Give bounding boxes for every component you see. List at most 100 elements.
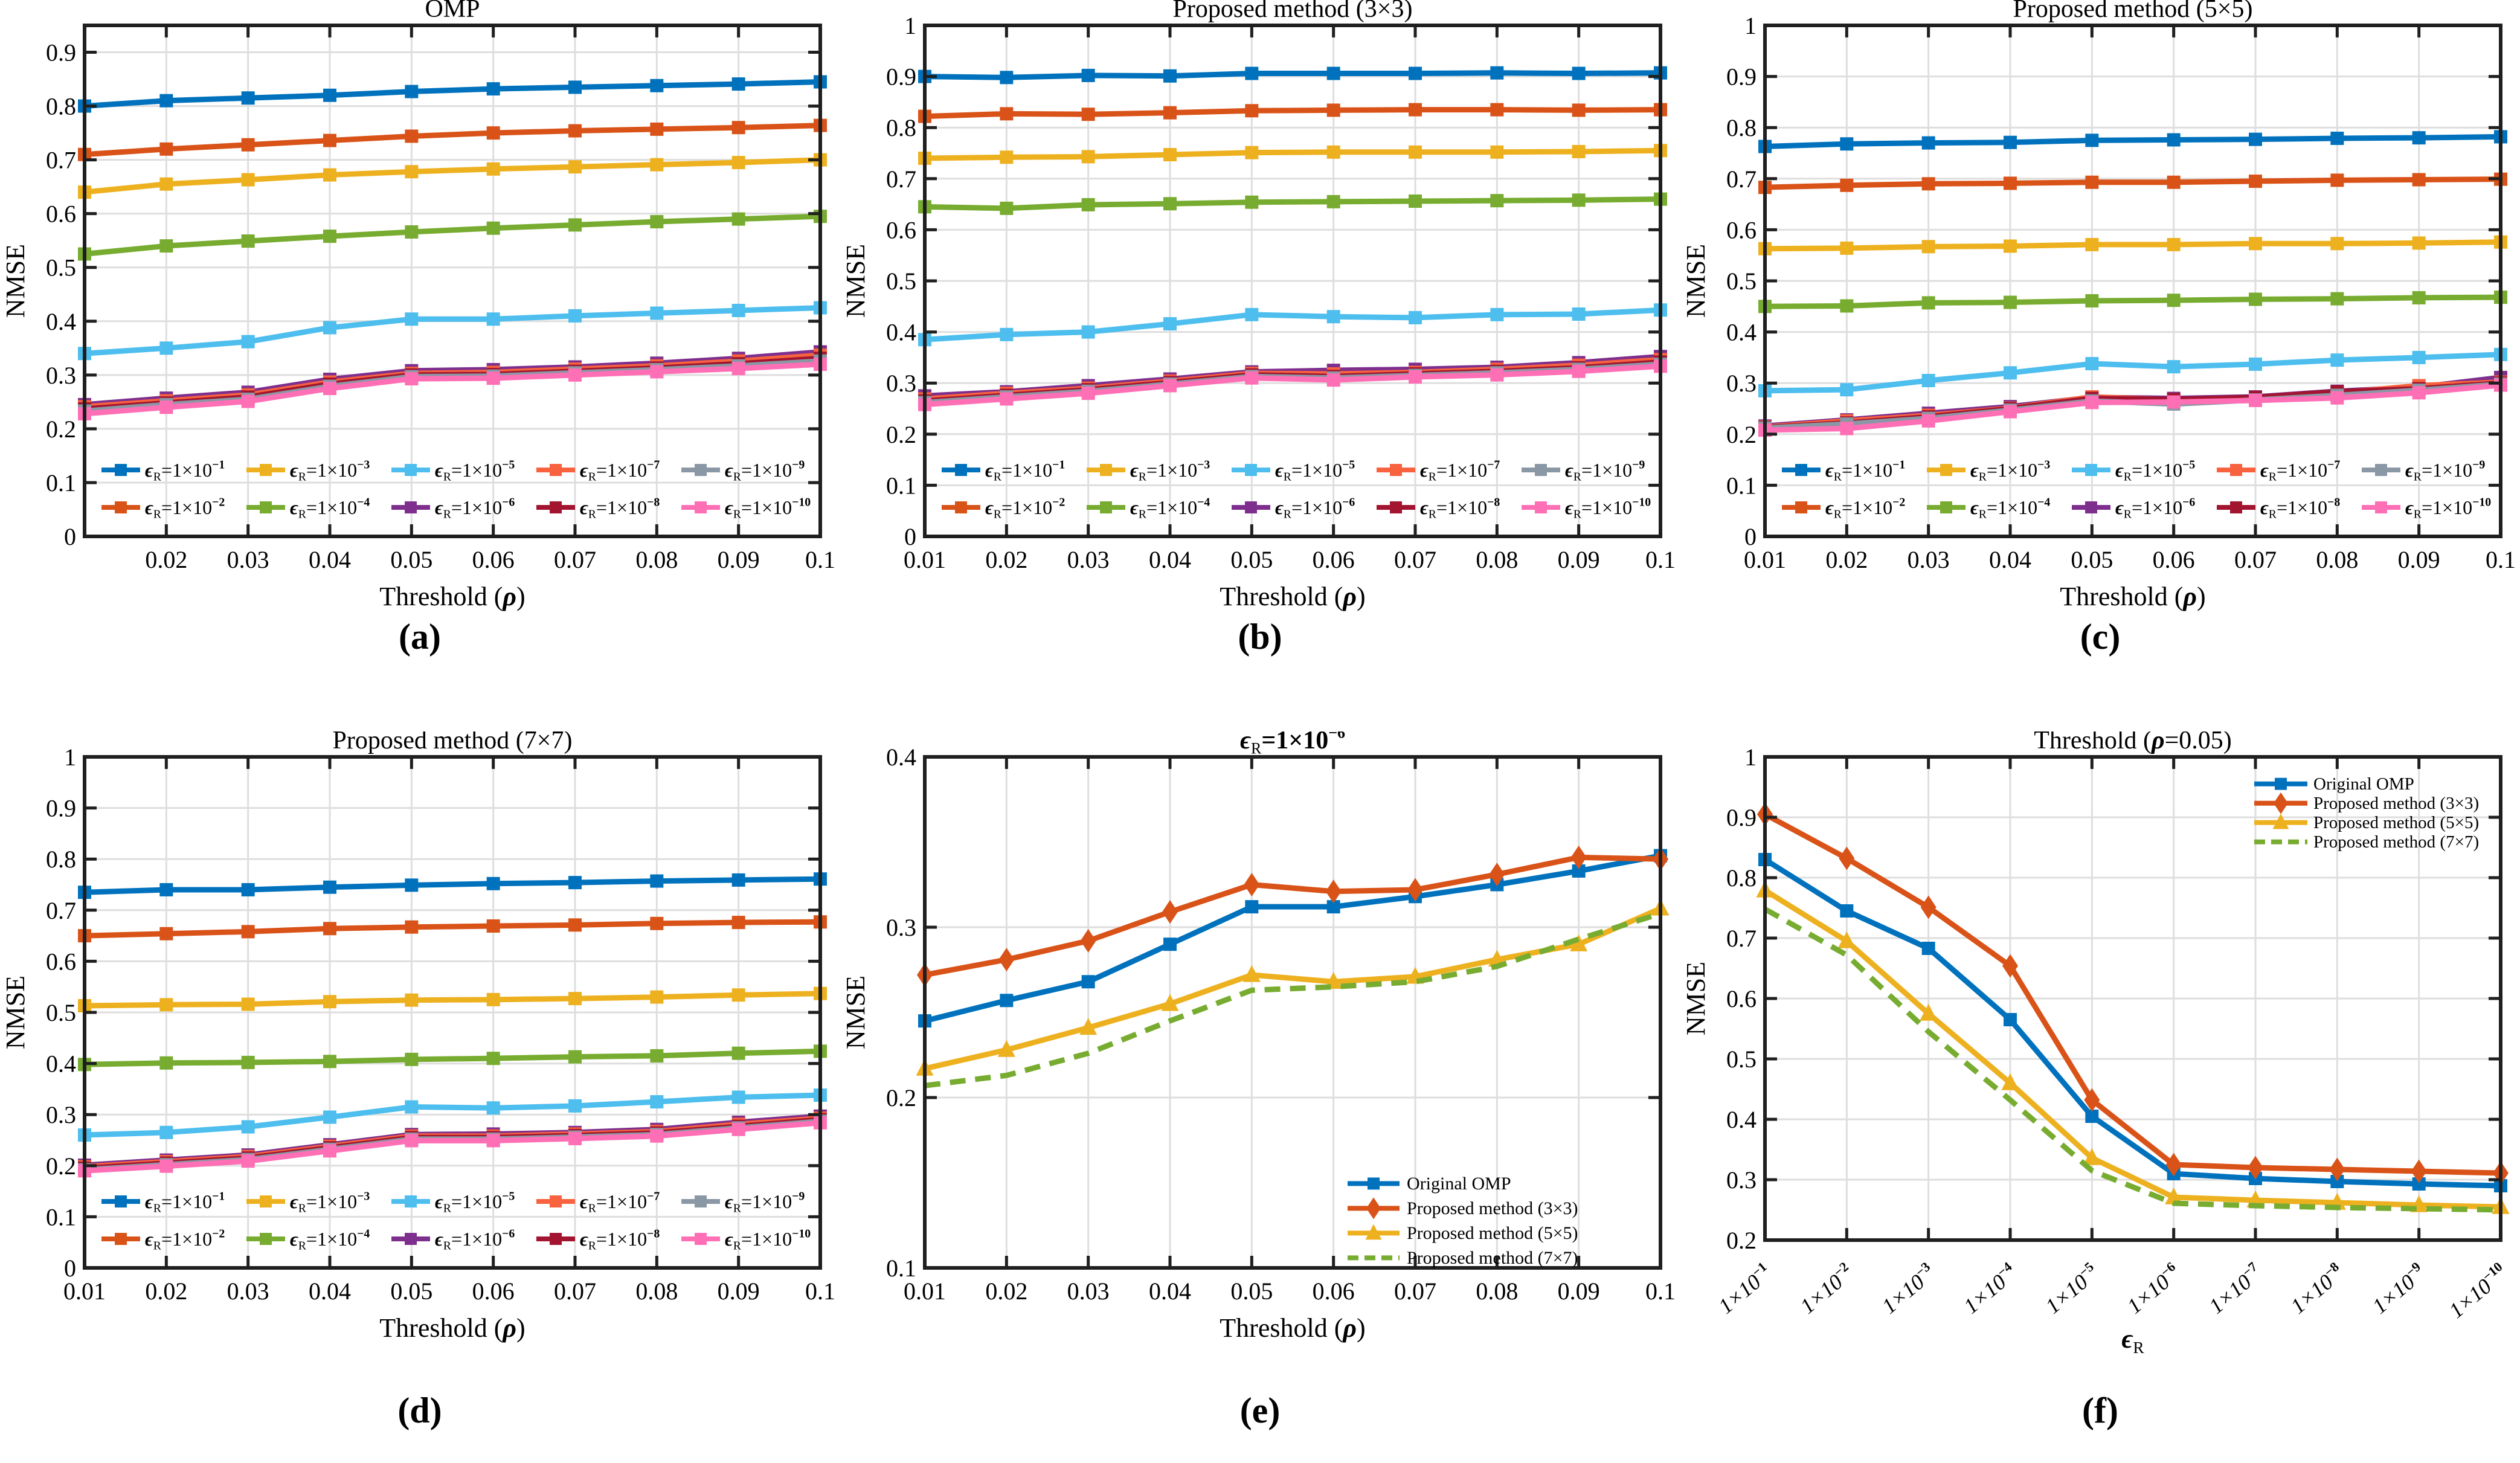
x-tick-label: 0.07 bbox=[554, 546, 596, 573]
legend-marker bbox=[405, 1195, 417, 1207]
series-marker bbox=[323, 321, 336, 335]
y-tick-label: 0 bbox=[64, 1255, 76, 1282]
series-marker bbox=[486, 992, 500, 1006]
series-marker bbox=[2167, 133, 2181, 147]
series-marker bbox=[1326, 103, 1340, 117]
legend-marker bbox=[1100, 501, 1112, 513]
y-tick-label: 0.5 bbox=[1726, 1046, 1757, 1073]
series-group bbox=[78, 75, 827, 420]
series-line bbox=[84, 157, 821, 195]
chart-proposed-7x7: 0 0.1 0.2 0.3 0.4 0.5 0.6 0.7 0.8 0.9 1 0.01 0.02 0.0… bbox=[0, 731, 840, 1463]
panel-title: OMP bbox=[425, 0, 480, 23]
series-marker bbox=[1921, 942, 1935, 955]
legend: ϵR=1×10−1 ϵR=1×10−3 ϵR=1×10−5 ϵR=1×10−7 ϵR=1… bbox=[1782, 458, 2491, 521]
series-marker bbox=[1409, 195, 1422, 208]
panel-caption: (f) bbox=[2082, 1391, 2118, 1430]
series-marker bbox=[2330, 1175, 2344, 1188]
series-line bbox=[1764, 239, 2501, 252]
x-tick-label: 0.08 bbox=[2316, 546, 2358, 573]
series-line bbox=[84, 919, 821, 939]
series-marker bbox=[2085, 1110, 2099, 1123]
tick-marks bbox=[1763, 755, 2502, 1242]
legend-marker bbox=[550, 501, 562, 513]
legend-marker bbox=[1368, 1177, 1380, 1190]
panel-b: 0 0.1 0.2 0.3 0.4 0.5 0.6 0.7 0.8 0.9 1 0.01 0.02 0.0… bbox=[840, 0, 1680, 731]
series-marker bbox=[1081, 198, 1095, 211]
legend-marker bbox=[1535, 501, 1547, 513]
series-marker bbox=[2249, 237, 2262, 251]
legend-marker bbox=[260, 464, 272, 476]
legend-label: ϵR=1×10−8 bbox=[580, 1227, 660, 1253]
series-marker bbox=[1921, 240, 1935, 254]
series-line bbox=[1763, 857, 2501, 1189]
y-tick-label: 0.8 bbox=[46, 93, 76, 120]
legend-label: ϵR=1×10−9 bbox=[725, 1190, 805, 1215]
series-marker bbox=[323, 1110, 336, 1124]
x-tick-label: 0.1 bbox=[805, 546, 835, 573]
y-tick-label: 0.2 bbox=[1726, 421, 1757, 448]
series-marker bbox=[731, 77, 745, 91]
y-tick-label: 0.8 bbox=[1726, 114, 1757, 141]
series-marker bbox=[568, 1131, 582, 1145]
series-marker bbox=[1409, 103, 1422, 117]
x-axis-label: Threshold (ρ) bbox=[2060, 582, 2205, 611]
series-marker bbox=[2411, 1159, 2427, 1183]
legend-label: ϵR=1×10−5 bbox=[1275, 458, 1355, 484]
legend-marker bbox=[550, 1195, 562, 1207]
x-axis-label: Threshold (ρ) bbox=[379, 582, 525, 611]
series-line bbox=[84, 1048, 821, 1067]
series-marker bbox=[2249, 357, 2262, 371]
legend-marker bbox=[695, 501, 707, 513]
legend-label: Proposed method (3×3) bbox=[1407, 1198, 1578, 1218]
panel-caption: (d) bbox=[397, 1391, 442, 1430]
series-marker bbox=[1840, 178, 1854, 192]
series-marker bbox=[486, 312, 500, 326]
legend-marker bbox=[550, 464, 562, 476]
series-marker bbox=[2249, 393, 2262, 407]
panel-title: Proposed method (3×3) bbox=[1173, 0, 1413, 23]
series-marker bbox=[731, 212, 745, 226]
series-line bbox=[924, 70, 1661, 80]
series-marker bbox=[2412, 350, 2426, 364]
y-tick-label: 0.1 bbox=[46, 1203, 76, 1230]
series-marker bbox=[650, 79, 664, 92]
series-marker bbox=[1000, 994, 1014, 1008]
x-tick-label: 0.03 bbox=[1908, 546, 1950, 573]
series-marker bbox=[568, 80, 582, 94]
series-line bbox=[1764, 133, 2501, 149]
series-marker bbox=[1326, 145, 1340, 159]
x-tick-label: 0.02 bbox=[1825, 546, 1868, 573]
series-marker bbox=[1921, 177, 1935, 191]
series-marker bbox=[1326, 900, 1340, 914]
panel-title: ϵR=1×10−6 bbox=[1240, 731, 1345, 757]
legend-marker bbox=[550, 1233, 562, 1245]
series-marker bbox=[1921, 373, 1935, 387]
series-line bbox=[84, 361, 821, 417]
series-marker bbox=[1409, 145, 1422, 159]
series-marker bbox=[2412, 1177, 2426, 1191]
series-marker bbox=[1490, 66, 1504, 80]
series-marker bbox=[1081, 975, 1095, 989]
series-marker bbox=[2167, 395, 2181, 409]
x-tick-label: 0.03 bbox=[227, 1278, 269, 1305]
legend-label: ϵR=1×10−8 bbox=[2260, 496, 2340, 521]
series-marker bbox=[568, 1099, 582, 1113]
series-marker bbox=[405, 878, 419, 892]
series-marker bbox=[2001, 1073, 2019, 1090]
legend-label: ϵR=1×10−10 bbox=[1565, 496, 1651, 521]
series-marker bbox=[241, 1154, 255, 1168]
legend-marker bbox=[1795, 501, 1807, 513]
series-marker bbox=[568, 124, 582, 138]
legend-marker bbox=[2274, 792, 2288, 814]
x-tick-label: 0.04 bbox=[1149, 1278, 1191, 1305]
series-marker bbox=[1840, 137, 1854, 151]
series-marker bbox=[1572, 364, 1586, 378]
y-tick-label: 0.2 bbox=[46, 416, 76, 443]
series-marker bbox=[1000, 392, 1014, 406]
series-group bbox=[916, 845, 1670, 1088]
y-tick-label: 0 bbox=[1744, 523, 1757, 550]
series-marker bbox=[2085, 237, 2099, 251]
y-tick-label: 0.2 bbox=[46, 1153, 76, 1180]
y-tick-label: 1 bbox=[904, 12, 916, 39]
series-line bbox=[1764, 352, 2501, 394]
